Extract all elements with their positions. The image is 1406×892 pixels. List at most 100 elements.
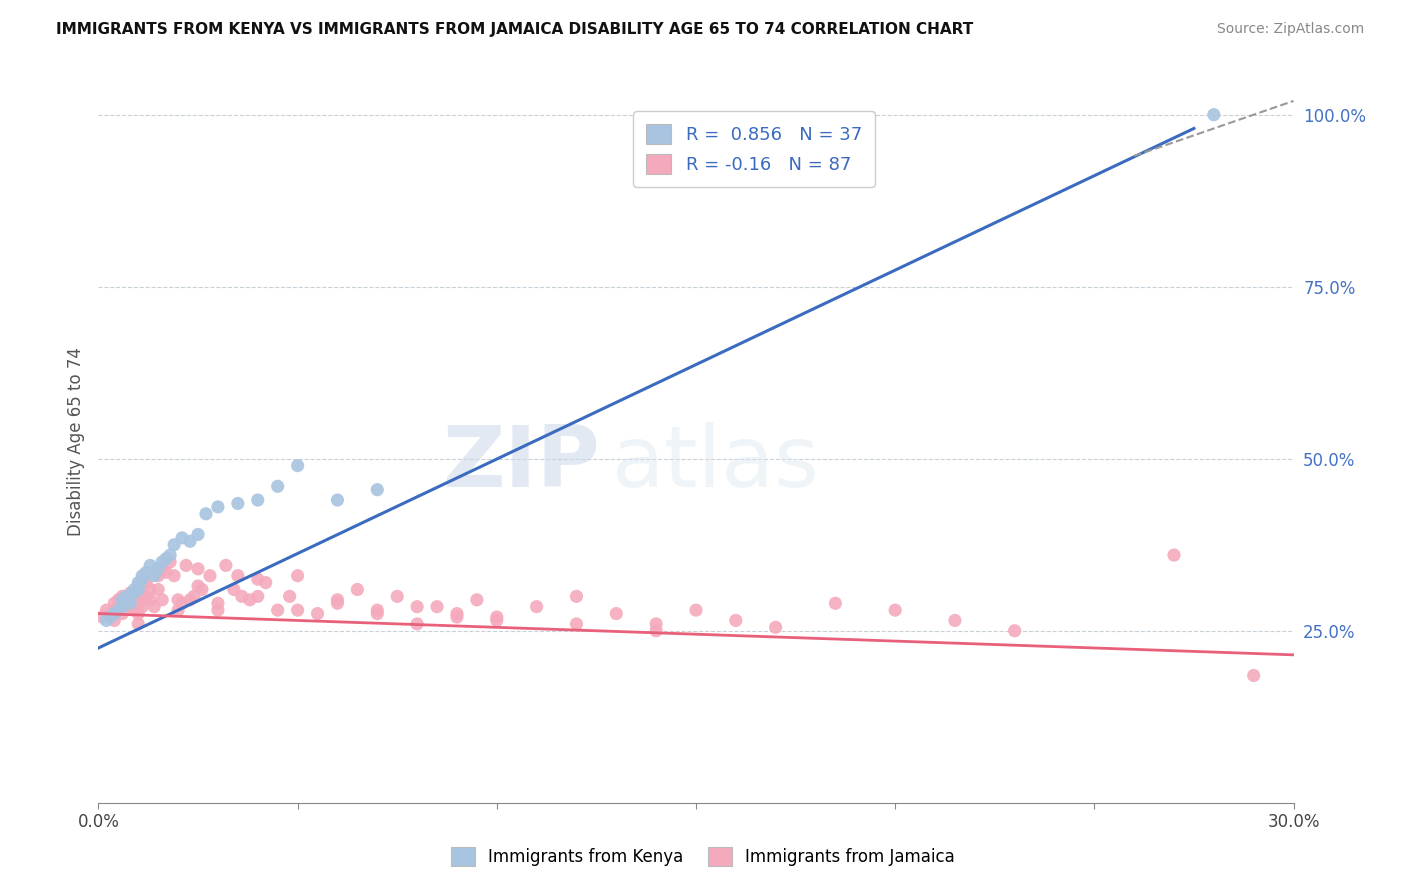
Point bbox=[135, 575, 157, 590]
Point bbox=[307, 607, 329, 621]
Point bbox=[287, 568, 309, 582]
Point bbox=[124, 586, 146, 600]
Point bbox=[215, 558, 238, 573]
Point bbox=[127, 582, 149, 597]
Point bbox=[115, 599, 138, 614]
Point bbox=[485, 614, 508, 628]
Point bbox=[824, 596, 846, 610]
Point bbox=[111, 590, 134, 604]
Point bbox=[107, 592, 129, 607]
Point bbox=[645, 616, 668, 631]
Legend: Immigrants from Kenya, Immigrants from Jamaica: Immigrants from Kenya, Immigrants from J… bbox=[444, 840, 962, 873]
Point bbox=[167, 592, 190, 607]
Point bbox=[526, 599, 548, 614]
Point bbox=[143, 568, 166, 582]
Point bbox=[326, 493, 349, 508]
Point bbox=[172, 596, 194, 610]
Point bbox=[406, 599, 429, 614]
Point bbox=[426, 599, 449, 614]
Point bbox=[155, 566, 177, 580]
Point bbox=[207, 500, 229, 514]
Point bbox=[179, 534, 201, 549]
Point bbox=[195, 507, 218, 521]
Point bbox=[148, 562, 170, 576]
Point bbox=[465, 592, 488, 607]
Point bbox=[183, 590, 205, 604]
Point bbox=[278, 590, 301, 604]
Point bbox=[172, 531, 194, 545]
Point bbox=[1004, 624, 1026, 638]
Point bbox=[187, 579, 209, 593]
Point bbox=[150, 562, 173, 576]
Point bbox=[127, 575, 149, 590]
Point bbox=[226, 568, 249, 582]
Point bbox=[174, 558, 197, 573]
Text: Source: ZipAtlas.com: Source: ZipAtlas.com bbox=[1216, 22, 1364, 37]
Point bbox=[1202, 108, 1225, 122]
Point bbox=[135, 566, 157, 580]
Point bbox=[127, 582, 149, 597]
Point bbox=[96, 603, 118, 617]
Point bbox=[267, 603, 290, 617]
Text: atlas: atlas bbox=[613, 422, 820, 505]
Text: IMMIGRANTS FROM KENYA VS IMMIGRANTS FROM JAMAICA DISABILITY AGE 65 TO 74 CORRELA: IMMIGRANTS FROM KENYA VS IMMIGRANTS FROM… bbox=[56, 22, 973, 37]
Point bbox=[103, 607, 125, 621]
Point bbox=[127, 579, 149, 593]
Point bbox=[120, 590, 142, 604]
Point bbox=[765, 620, 787, 634]
Point bbox=[148, 582, 170, 597]
Point bbox=[159, 555, 181, 569]
Point bbox=[267, 479, 290, 493]
Point bbox=[326, 592, 349, 607]
Point bbox=[446, 610, 468, 624]
Point bbox=[124, 590, 146, 604]
Point bbox=[366, 603, 388, 617]
Point bbox=[246, 590, 269, 604]
Point bbox=[98, 610, 122, 624]
Point bbox=[163, 568, 186, 582]
Point bbox=[131, 592, 153, 607]
Point bbox=[167, 603, 190, 617]
Point bbox=[163, 538, 186, 552]
Y-axis label: Disability Age 65 to 74: Disability Age 65 to 74 bbox=[66, 347, 84, 536]
Point bbox=[127, 607, 149, 621]
Point bbox=[107, 599, 129, 614]
Point bbox=[159, 548, 181, 562]
Point bbox=[98, 607, 122, 621]
Point bbox=[111, 607, 134, 621]
Point bbox=[148, 568, 170, 582]
Point bbox=[111, 592, 134, 607]
Point bbox=[191, 582, 214, 597]
Point bbox=[1163, 548, 1185, 562]
Point bbox=[120, 586, 142, 600]
Point bbox=[131, 599, 153, 614]
Point bbox=[884, 603, 907, 617]
Point bbox=[124, 582, 146, 597]
Point bbox=[222, 582, 245, 597]
Point bbox=[239, 592, 262, 607]
Point bbox=[179, 592, 201, 607]
Point bbox=[115, 596, 138, 610]
Point bbox=[385, 590, 409, 604]
Point bbox=[198, 568, 221, 582]
Point bbox=[1243, 668, 1265, 682]
Point bbox=[107, 603, 129, 617]
Point bbox=[246, 572, 269, 586]
Point bbox=[287, 603, 309, 617]
Point bbox=[207, 603, 229, 617]
Point bbox=[366, 607, 388, 621]
Point bbox=[645, 624, 668, 638]
Point bbox=[246, 493, 269, 508]
Point bbox=[187, 562, 209, 576]
Point bbox=[96, 614, 118, 628]
Point bbox=[150, 555, 173, 569]
Point bbox=[406, 616, 429, 631]
Point bbox=[115, 592, 138, 607]
Point bbox=[287, 458, 309, 473]
Point bbox=[565, 590, 588, 604]
Point bbox=[124, 603, 146, 617]
Point bbox=[150, 592, 173, 607]
Point bbox=[155, 551, 177, 566]
Point bbox=[103, 614, 125, 628]
Point bbox=[120, 592, 142, 607]
